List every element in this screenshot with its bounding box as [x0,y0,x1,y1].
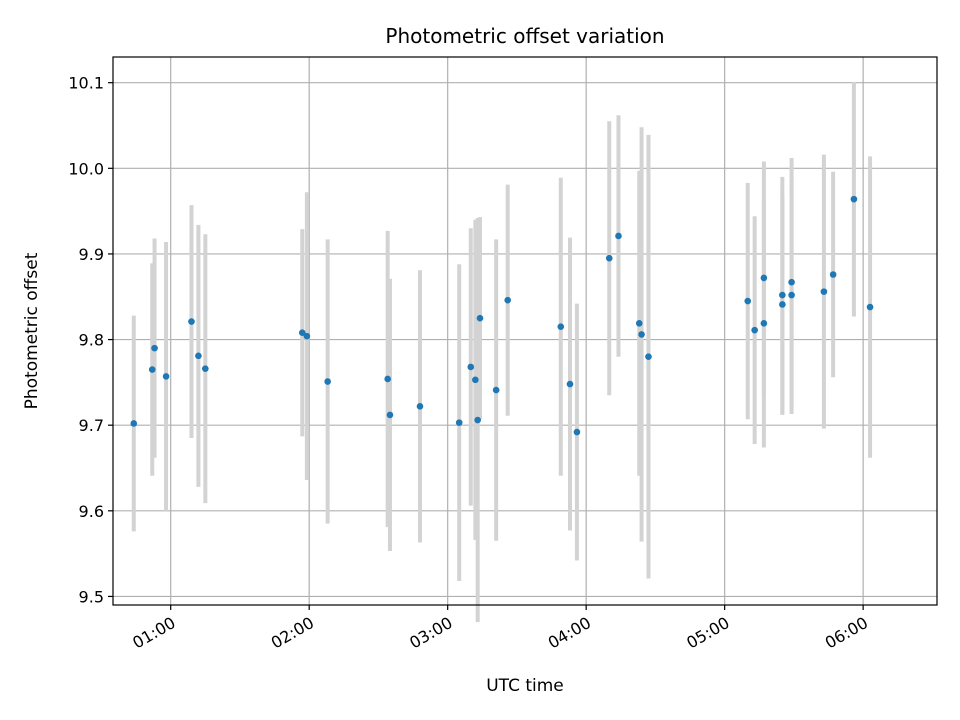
y-axis-title: Photometric offset [22,252,42,409]
data-point [195,352,202,360]
data-point [850,195,858,203]
data-point [573,428,581,436]
data-point [779,301,786,308]
y-tick-label: 10.1 [68,74,104,93]
data-point [605,254,613,262]
data-point [779,291,786,299]
data-point [474,416,481,424]
data-point [455,419,463,426]
data-point-group [130,195,874,436]
data-point [416,403,424,410]
grid-lines [113,57,937,605]
data-point [151,344,158,352]
data-point [760,274,768,282]
data-point [566,380,574,388]
data-point [751,326,758,334]
y-tick-label: 9.9 [79,245,104,264]
data-point [788,291,795,299]
data-point [130,420,138,427]
y-tick-label: 9.5 [79,587,104,606]
y-tick-label: 9.7 [79,416,104,435]
data-point [384,375,391,383]
data-point [324,378,331,385]
data-point [467,363,475,371]
data-point [557,323,565,331]
data-point [645,353,652,360]
x-axis-title: UTC time [486,676,564,696]
data-point [788,278,795,286]
data-point [188,318,195,325]
chart-title: Photometric offset variation [385,24,664,48]
data-point [472,376,479,384]
data-point [829,271,837,278]
data-point [202,365,209,372]
data-point [820,288,828,295]
data-point [298,329,306,337]
data-point [386,411,394,419]
data-point [504,296,511,304]
data-point [638,331,645,338]
plot-frame [112,56,938,606]
y-tick-label: 9.8 [79,331,104,350]
data-point [148,366,156,373]
data-point [303,332,311,340]
data-point [760,319,768,327]
data-point [744,297,752,305]
y-tick-label: 10.0 [68,159,104,178]
data-point [162,373,170,380]
data-point [476,314,484,322]
y-tick-label: 9.6 [79,502,104,521]
data-point [866,303,874,311]
y-axis: 9.5 9.6 9.7 9.8 9.9 10.0 10.1 [68,74,113,606]
data-point [635,319,643,327]
data-point [615,232,622,240]
data-point [492,386,500,394]
